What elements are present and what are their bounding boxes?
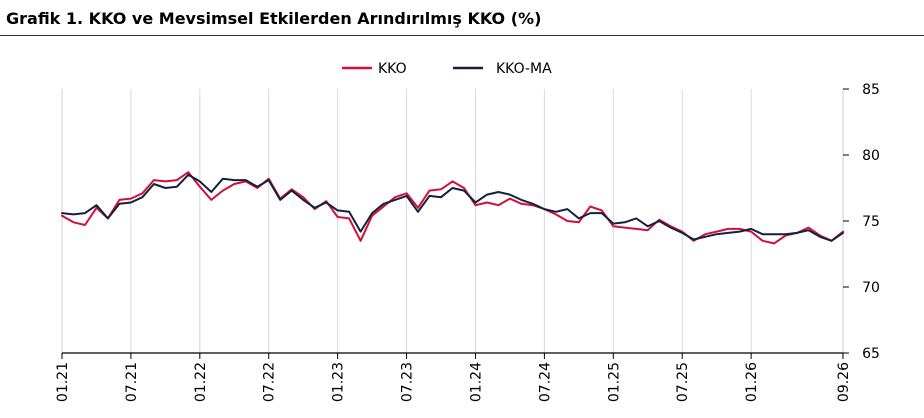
- x-tick-label: 01.24: [468, 362, 484, 402]
- series-line-kko-ma: [61, 173, 844, 242]
- y-tick-label: 85: [862, 82, 880, 98]
- legend: KKO KKO-MA: [342, 61, 552, 77]
- legend-label-kko: KKO: [378, 61, 407, 77]
- grid-layer: [61, 89, 844, 353]
- legend-label-kko-ma: KKO-MA: [496, 61, 552, 77]
- x-tick-label: 07.22: [262, 362, 278, 402]
- chart-title: Grafik 1. KKO ve Mevsimsel Etkilerden Ar…: [6, 9, 542, 28]
- x-tick-label: 09.26: [836, 362, 852, 402]
- title-divider: [0, 35, 924, 36]
- x-tick-label: 07.25: [675, 362, 691, 402]
- x-tick-label: 01.23: [331, 362, 347, 402]
- x-tick-label: 01.26: [744, 362, 760, 402]
- x-tick-label: 01.25: [606, 362, 622, 402]
- x-tick-label: 07.23: [400, 362, 416, 402]
- series-layer: [61, 171, 844, 245]
- x-tick-label: 07.21: [124, 362, 140, 402]
- axis-layer: 01.21 07.21 01.22 07.22 01.23 07.23 01.24 07.24…: [55, 82, 880, 402]
- y-tick-label: 70: [862, 280, 880, 296]
- x-tick-label: 01.21: [55, 362, 71, 402]
- y-tick-label: 80: [862, 148, 880, 164]
- y-tick-label: 75: [862, 214, 880, 230]
- y-tick-label: 65: [862, 346, 880, 362]
- x-tick-label: 07.24: [537, 362, 553, 402]
- x-tick-label: 01.22: [193, 362, 209, 402]
